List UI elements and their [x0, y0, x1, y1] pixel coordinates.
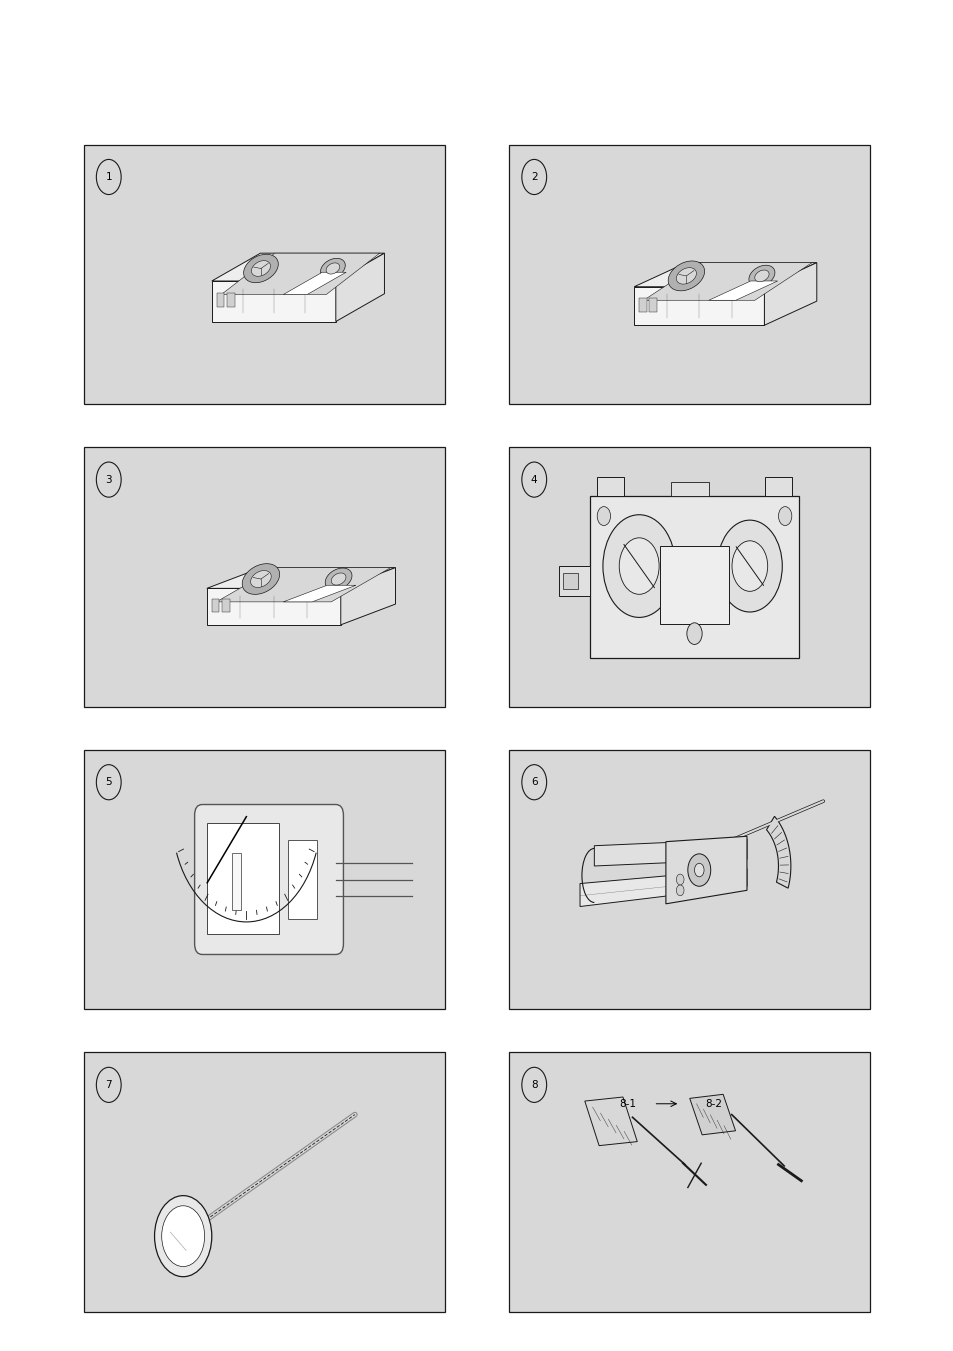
FancyBboxPatch shape	[212, 600, 219, 612]
Polygon shape	[665, 836, 746, 904]
Polygon shape	[252, 261, 271, 277]
Polygon shape	[283, 585, 355, 603]
Circle shape	[686, 623, 701, 644]
Circle shape	[778, 507, 791, 526]
Text: 4: 4	[531, 474, 537, 485]
Polygon shape	[251, 570, 271, 588]
Polygon shape	[634, 262, 816, 286]
Polygon shape	[594, 839, 746, 866]
FancyBboxPatch shape	[227, 293, 234, 308]
FancyBboxPatch shape	[84, 1052, 444, 1312]
Circle shape	[521, 1067, 546, 1102]
Polygon shape	[676, 267, 696, 284]
FancyBboxPatch shape	[509, 1052, 869, 1312]
Circle shape	[96, 159, 121, 195]
Polygon shape	[320, 258, 345, 278]
Polygon shape	[335, 253, 384, 322]
Text: 8: 8	[531, 1079, 537, 1090]
FancyBboxPatch shape	[764, 477, 791, 496]
Polygon shape	[212, 281, 335, 322]
Circle shape	[521, 765, 546, 800]
FancyBboxPatch shape	[216, 293, 224, 308]
FancyBboxPatch shape	[509, 145, 869, 404]
FancyBboxPatch shape	[222, 600, 230, 612]
Circle shape	[96, 462, 121, 497]
Polygon shape	[207, 589, 340, 624]
Circle shape	[597, 507, 610, 526]
Circle shape	[521, 159, 546, 195]
FancyBboxPatch shape	[597, 477, 623, 496]
Polygon shape	[584, 1097, 637, 1146]
Text: 8-1: 8-1	[618, 1098, 636, 1109]
Circle shape	[676, 874, 683, 885]
FancyBboxPatch shape	[670, 482, 708, 496]
FancyBboxPatch shape	[649, 299, 657, 312]
Polygon shape	[243, 254, 278, 282]
Polygon shape	[325, 567, 352, 590]
FancyBboxPatch shape	[558, 566, 589, 596]
FancyBboxPatch shape	[589, 496, 799, 658]
Text: 5: 5	[106, 777, 112, 788]
FancyBboxPatch shape	[84, 145, 444, 404]
FancyBboxPatch shape	[232, 854, 241, 911]
Text: 6: 6	[531, 777, 537, 788]
Polygon shape	[326, 263, 339, 274]
Polygon shape	[331, 573, 346, 585]
Polygon shape	[754, 270, 768, 282]
Polygon shape	[207, 567, 395, 589]
Circle shape	[717, 520, 781, 612]
Polygon shape	[763, 262, 816, 326]
Circle shape	[602, 515, 675, 617]
Polygon shape	[667, 261, 704, 290]
Text: 8-2: 8-2	[704, 1098, 721, 1109]
Polygon shape	[579, 869, 746, 907]
Text: 3: 3	[106, 474, 112, 485]
Polygon shape	[708, 281, 777, 300]
Circle shape	[96, 765, 121, 800]
Text: 7: 7	[106, 1079, 112, 1090]
Polygon shape	[216, 567, 391, 603]
Polygon shape	[765, 816, 790, 888]
Circle shape	[676, 885, 683, 896]
Polygon shape	[748, 265, 774, 286]
Polygon shape	[212, 253, 384, 281]
Polygon shape	[634, 286, 763, 326]
Circle shape	[521, 462, 546, 497]
Polygon shape	[643, 262, 811, 300]
Text: 1: 1	[106, 172, 112, 182]
FancyBboxPatch shape	[659, 546, 728, 624]
Circle shape	[731, 540, 767, 592]
Circle shape	[687, 854, 710, 886]
FancyBboxPatch shape	[207, 823, 278, 935]
FancyBboxPatch shape	[509, 750, 869, 1009]
Polygon shape	[242, 563, 279, 594]
Circle shape	[161, 1206, 204, 1267]
FancyBboxPatch shape	[562, 573, 578, 589]
Polygon shape	[689, 1094, 735, 1135]
Circle shape	[154, 1196, 212, 1277]
FancyBboxPatch shape	[194, 805, 343, 954]
Circle shape	[618, 538, 659, 594]
FancyBboxPatch shape	[509, 447, 869, 707]
Polygon shape	[221, 253, 379, 295]
FancyBboxPatch shape	[639, 299, 646, 312]
FancyBboxPatch shape	[288, 840, 316, 919]
Polygon shape	[283, 273, 346, 295]
FancyBboxPatch shape	[84, 750, 444, 1009]
FancyBboxPatch shape	[84, 447, 444, 707]
Text: 2: 2	[531, 172, 537, 182]
Circle shape	[96, 1067, 121, 1102]
Circle shape	[694, 863, 703, 877]
Polygon shape	[340, 567, 395, 624]
